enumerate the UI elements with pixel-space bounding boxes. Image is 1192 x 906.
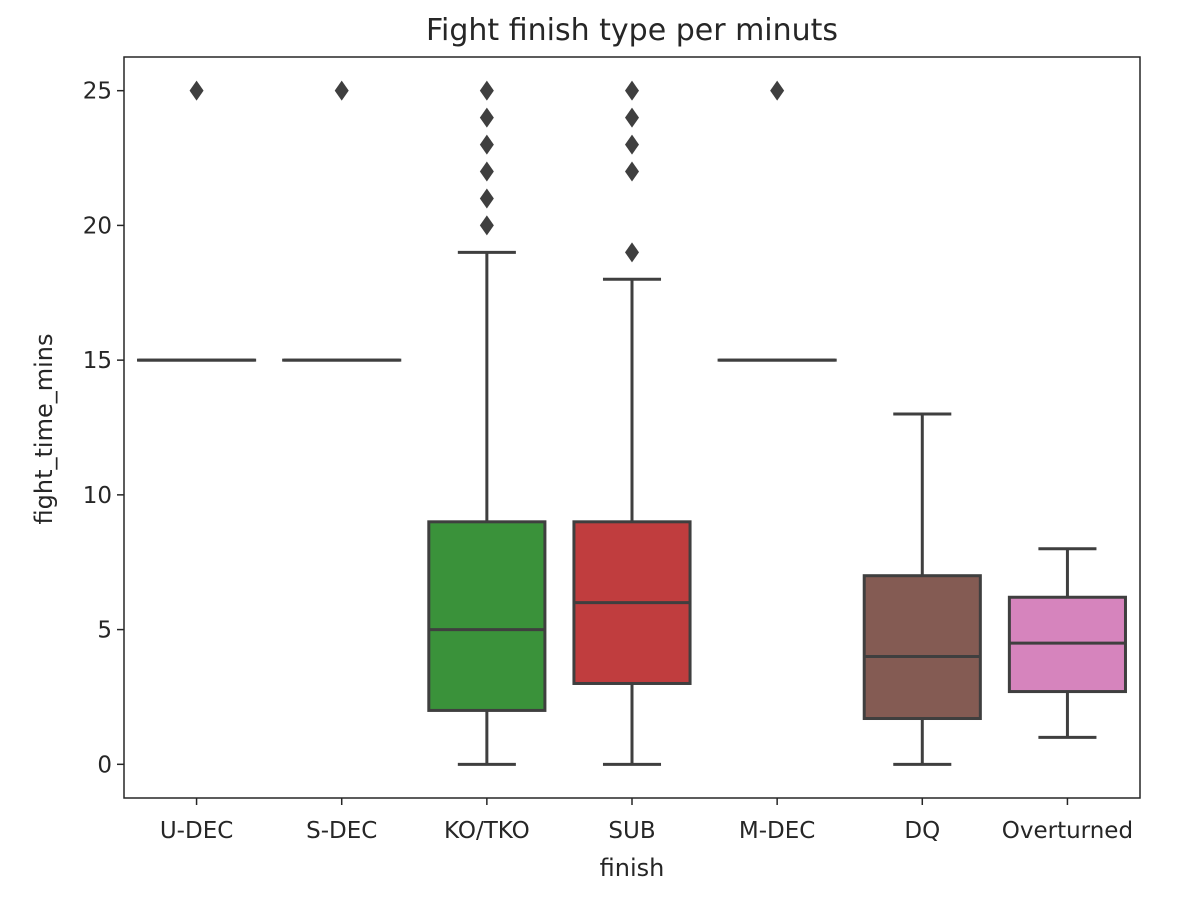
outlier-point (480, 215, 494, 235)
outlier-point (480, 135, 494, 155)
y-tick-label: 25 (83, 79, 112, 105)
box-iqr-5 (864, 576, 980, 719)
x-tick-label: U-DEC (160, 818, 233, 844)
x-tick-label: SUB (608, 818, 655, 844)
y-tick-label: 20 (83, 213, 112, 239)
y-tick-label: 0 (97, 752, 112, 778)
x-tick-label: DQ (904, 818, 940, 844)
x-tick-label: Overturned (1002, 818, 1133, 844)
outlier-point (480, 81, 494, 101)
x-tick-label: S-DEC (306, 818, 377, 844)
outlier-point (770, 81, 784, 101)
outlier-point (335, 81, 349, 101)
x-axis-label: finish (600, 854, 665, 882)
x-tick-label: KO/TKO (444, 818, 530, 844)
y-tick-label: 10 (83, 483, 112, 509)
outlier-point (625, 81, 639, 101)
chart-title: Fight finish type per minuts (426, 13, 838, 48)
plot-area: 0 5 10 15 20 25 U-DEC S-DEC KO/TKO SUB M-DEC DQ Over… (83, 79, 1133, 844)
y-tick-label: 15 (83, 348, 112, 374)
outlier-point (480, 108, 494, 128)
outlier-point (190, 81, 204, 101)
box-iqr-2 (429, 522, 545, 711)
outlier-point (625, 242, 639, 262)
x-tick-label: M-DEC (739, 818, 815, 844)
outlier-point (625, 135, 639, 155)
y-axis-label: fight_time_mins (30, 334, 58, 525)
outlier-point (480, 162, 494, 182)
outlier-point (625, 162, 639, 182)
outlier-point (625, 108, 639, 128)
outlier-point (480, 188, 494, 208)
y-tick-label: 5 (97, 618, 112, 644)
